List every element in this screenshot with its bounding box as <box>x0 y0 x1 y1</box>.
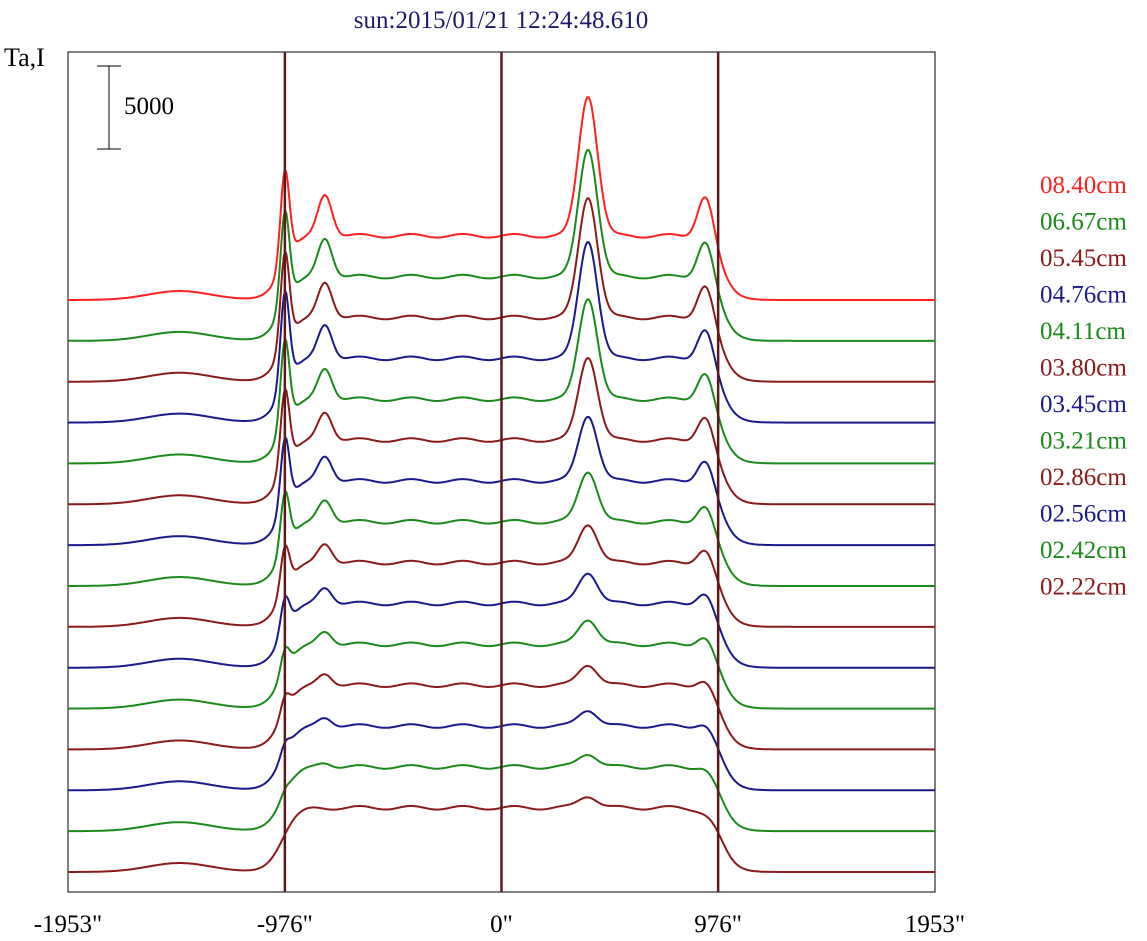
legend-entry: 04.76cm <box>1040 282 1127 309</box>
legend-entry: 02.42cm <box>1040 537 1127 564</box>
legend: 08.40cm 06.67cm 05.45cm 04.76cm 04.11cm 03.80… <box>1040 172 1127 601</box>
legend-entry: 03.21cm <box>1040 428 1127 455</box>
x-tick-label: -1953" <box>34 911 103 938</box>
legend-entry: 03.80cm <box>1040 355 1127 382</box>
x-tick-labels: -1953" -976" 0" 976" 1953" <box>34 911 965 938</box>
y-axis-label: Ta,I <box>4 43 45 72</box>
legend-entry: 02.86cm <box>1040 464 1127 491</box>
legend-entry: 03.45cm <box>1040 391 1127 418</box>
limb-center-markers <box>283 52 720 892</box>
legend-entry: 04.11cm <box>1040 318 1126 345</box>
chart-title: sun:2015/01/21 12:24:48.610 <box>354 7 648 34</box>
scale-bar-label: 5000 <box>124 93 174 120</box>
legend-entry: 06.67cm <box>1040 209 1127 236</box>
legend-entry: 05.45cm <box>1040 245 1127 272</box>
legend-entry: 08.40cm <box>1040 172 1127 199</box>
x-tick-label: 976" <box>694 911 742 938</box>
legend-entry: 02.56cm <box>1040 501 1127 528</box>
x-tick-label: -976" <box>257 911 313 938</box>
x-tick-label: 1953" <box>905 911 965 938</box>
x-tick-label: 0" <box>490 911 513 938</box>
scale-bar: 5000 <box>97 65 174 150</box>
legend-entry: 02.22cm <box>1040 574 1127 601</box>
